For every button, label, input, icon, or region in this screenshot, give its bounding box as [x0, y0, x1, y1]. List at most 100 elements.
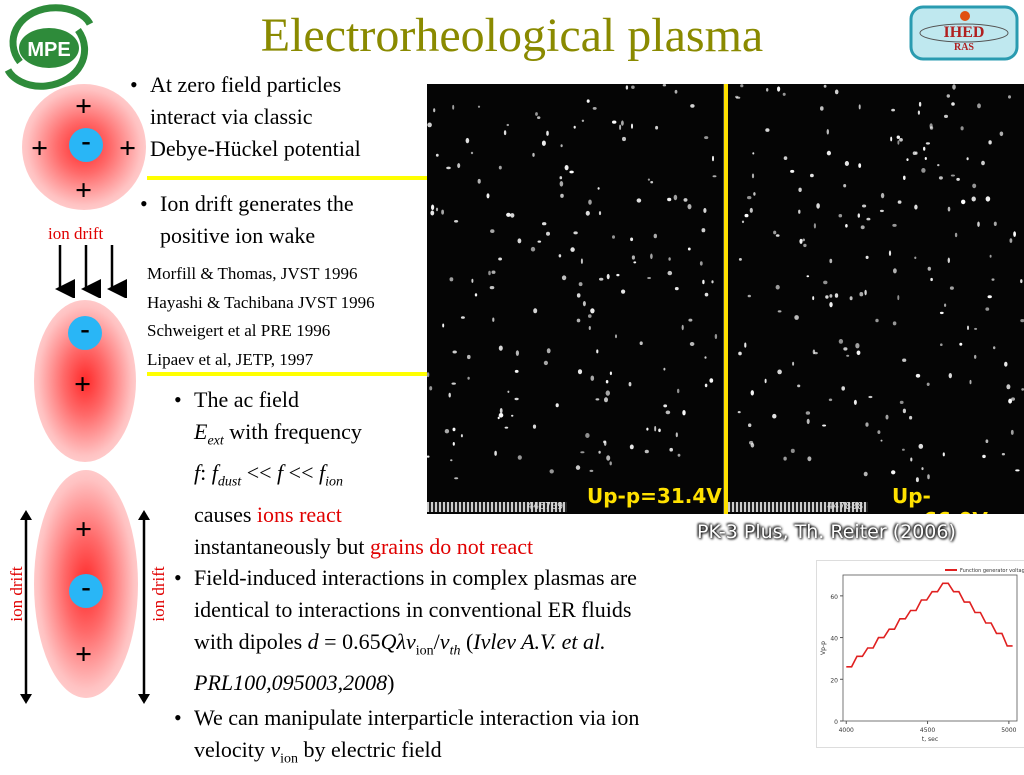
dust-particle: [429, 386, 433, 391]
dust-particle: [857, 213, 860, 218]
dust-particle: [772, 413, 777, 419]
dust-particle: [893, 268, 897, 274]
dust-particle: [609, 461, 612, 466]
dust-particle: [606, 455, 611, 461]
dust-particle: [764, 378, 767, 384]
dust-particle: [846, 354, 850, 357]
dust-particle: [489, 286, 495, 290]
dust-particle: [765, 128, 770, 132]
dust-particle: [467, 354, 471, 360]
dust-particle: [856, 350, 861, 356]
dust-particle: [838, 214, 843, 218]
particle-image-panel: 446709 447888 Up-p=31.4V Up-p=66.0V: [427, 84, 1024, 514]
dust-particle: [947, 257, 950, 264]
dust-particle: [586, 99, 590, 103]
references-list: Morfill & Thomas, JVST 1996 Hayashi & Ta…: [147, 260, 375, 374]
dust-particle: [517, 455, 522, 460]
dust-particle: [1013, 231, 1016, 237]
dust-particle: [452, 442, 455, 446]
dust-particle: [855, 343, 860, 349]
dust-particle: [814, 351, 818, 355]
dust-particle: [667, 197, 672, 202]
dust-particle: [989, 254, 992, 258]
dust-particle: [938, 176, 943, 180]
dust-particle: [504, 426, 509, 429]
dust-particle: [687, 247, 691, 251]
dust-particle: [868, 395, 873, 399]
dust-particle: [775, 284, 780, 290]
dust-particle: [499, 408, 503, 414]
dust-particle: [875, 318, 879, 323]
dust-particle: [859, 292, 864, 297]
dust-particle: [977, 103, 981, 109]
dust-particle: [674, 287, 679, 291]
dust-particle: [683, 198, 688, 202]
dust-particle: [452, 350, 457, 354]
dust-particles: [427, 84, 1024, 483]
dust-particle: [956, 177, 960, 181]
dust-particle: [503, 130, 507, 136]
dust-particle: [427, 372, 430, 378]
dust-particle: [711, 280, 714, 284]
dust-particle: [576, 318, 581, 323]
ion-drift-label-right: ion drift: [149, 566, 168, 622]
dust-particle: [675, 432, 678, 438]
dust-particle: [925, 142, 930, 145]
dust-particle: [561, 275, 567, 281]
ac-field-line4: causes ions react: [194, 501, 342, 527]
voltage-chart: 0 20 40 60 4000 4500 5000 t, sec Vp-p Function ge…: [816, 560, 1024, 748]
dust-particle: [650, 253, 653, 260]
dust-particle: [628, 382, 632, 387]
dust-particle: [948, 373, 952, 379]
dust-particle: [865, 255, 869, 259]
dust-particle: [792, 361, 795, 366]
dust-particle: [714, 334, 718, 339]
dust-particle: [588, 314, 592, 318]
dust-particle: [514, 397, 519, 401]
dust-particle: [498, 257, 502, 261]
dust-particle: [577, 369, 583, 375]
dust-particle: [573, 231, 578, 235]
dust-particle: [677, 453, 681, 457]
dust-particle: [546, 130, 549, 136]
y-tick-label: 40: [830, 636, 838, 643]
dust-particle: [704, 292, 709, 297]
dust-particle: [967, 325, 969, 330]
dust-particle: [844, 161, 849, 166]
dust-particle: [444, 429, 450, 434]
ac-field-line5: instantaneously but grains do not react: [194, 533, 534, 559]
dust-particle: [880, 192, 885, 199]
dust-particle: [663, 367, 666, 371]
dust-particle: [630, 237, 634, 242]
dust-particle: [471, 278, 474, 283]
divider-line: [147, 176, 427, 180]
dust-particle: [910, 457, 913, 462]
dust-particle: [880, 439, 883, 442]
plus-charge-top: +: [75, 90, 93, 123]
dust-particle: [494, 450, 497, 456]
x-tick-label: 4500: [920, 727, 935, 734]
dust-particle: [924, 157, 927, 160]
dust-particle: [507, 390, 510, 393]
dust-particle: [985, 196, 991, 202]
dust-particle: [662, 84, 667, 87]
dust-particle: [806, 418, 810, 425]
reference: Hayashi & Tachibana JVST 1996: [147, 292, 375, 312]
dust-particle: [704, 136, 709, 140]
dust-particle: [993, 346, 996, 350]
dust-particle: [598, 211, 602, 216]
dust-particle: [452, 104, 455, 110]
dust-particle: [930, 277, 933, 282]
dust-particle: [782, 92, 786, 96]
dust-particle: [514, 369, 519, 373]
dust-particle: [427, 455, 430, 458]
dust-particle: [738, 258, 742, 261]
dust-particle: [1008, 95, 1011, 99]
dust-particle: [988, 140, 992, 145]
dust-particle: [449, 277, 454, 282]
dust-particle: [863, 471, 868, 477]
dust-particle: [1020, 279, 1023, 284]
dust-particle: [506, 212, 511, 217]
dust-particle: [806, 275, 810, 278]
ihed-logo: IHED RAS: [909, 5, 1019, 61]
